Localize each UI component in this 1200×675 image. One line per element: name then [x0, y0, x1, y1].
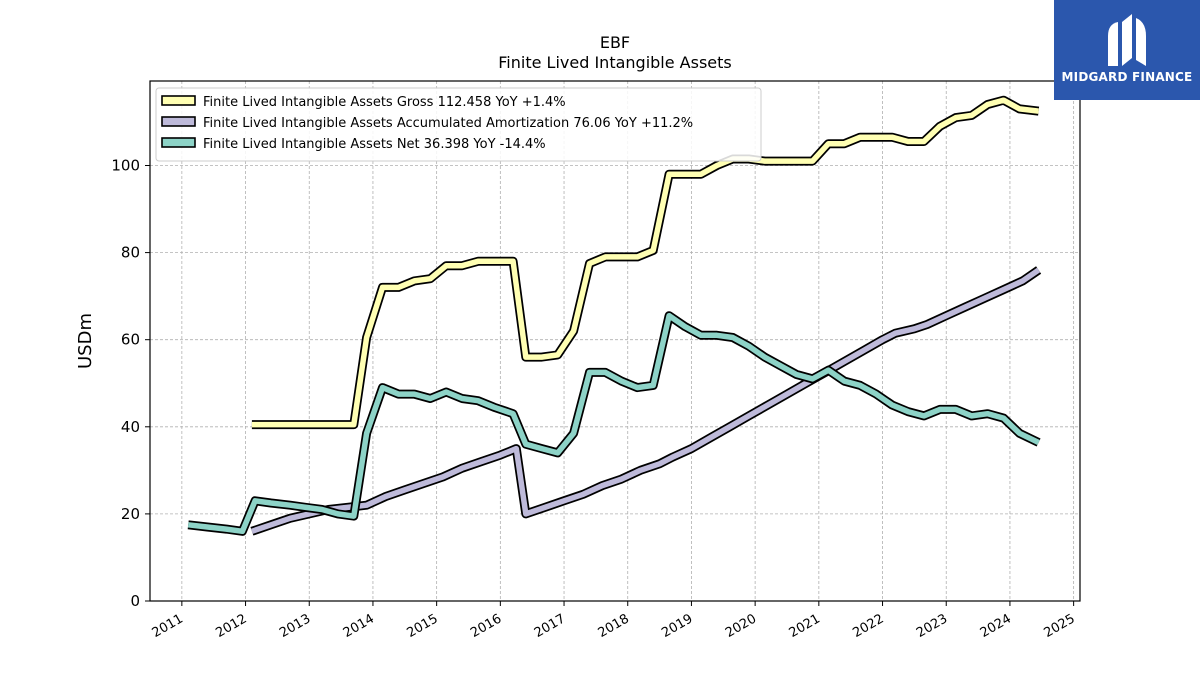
x-tick-label: 2025: [1041, 611, 1077, 641]
x-tick-label: 2013: [277, 611, 313, 641]
x-tick-label: 2022: [850, 611, 886, 641]
x-tick-label: 2024: [978, 611, 1014, 641]
x-tick-label: 2017: [532, 611, 568, 641]
series-line-3: [187, 312, 1040, 535]
series-line-1: [251, 97, 1039, 428]
x-tick-label: 2015: [404, 611, 440, 641]
x-tick-label: 2020: [723, 611, 759, 641]
plot-frame: [149, 80, 1081, 602]
y-tick-label: 60: [121, 331, 140, 349]
series-outline-2: [250, 266, 1042, 536]
x-tick-label: 2012: [213, 611, 249, 641]
chart-title: EBF: [600, 33, 630, 52]
logo-text: MIDGARD FINANCE: [1061, 70, 1193, 84]
legend-swatch: [161, 137, 196, 148]
legend-swatch: [161, 116, 196, 127]
y-axis-label: USDm: [75, 313, 96, 369]
tick-layer: 0 20 40 60 80 100 2011 2012 2013 2014 2015 2016 2017…: [111, 156, 1077, 641]
brand-logo: MIDGARD FINANCE: [1054, 0, 1200, 100]
legend-entry: Finite Lived Intangible Assets Net 36.39…: [203, 137, 546, 152]
legend-swatch: [161, 95, 196, 106]
x-tick-label: 2021: [787, 611, 823, 641]
y-tick-label: 100: [111, 156, 140, 174]
series-line-2: [251, 267, 1041, 534]
series-layer: [187, 95, 1042, 536]
x-tick-label: 2014: [341, 611, 377, 641]
x-tick-label: 2018: [596, 611, 632, 641]
legend-box: [155, 87, 762, 162]
x-tick-label: 2023: [914, 611, 950, 641]
y-tick-label: 40: [121, 418, 140, 436]
chart-subtitle: Finite Lived Intangible Assets: [498, 53, 731, 72]
logo-mark-icon: [1108, 14, 1146, 66]
legend-entry: Finite Lived Intangible Assets Accumulat…: [203, 116, 693, 131]
legend: Finite Lived Intangible Assets Gross 112…: [155, 87, 762, 162]
x-tick-label: 2011: [150, 611, 186, 641]
y-tick-label: 80: [121, 244, 140, 262]
x-tick-label: 2019: [659, 611, 695, 641]
legend-entry: Finite Lived Intangible Assets Gross 112…: [203, 95, 566, 110]
y-tick-label: 0: [130, 592, 140, 610]
y-tick-label: 20: [121, 505, 140, 523]
x-tick-label: 2016: [468, 611, 504, 641]
